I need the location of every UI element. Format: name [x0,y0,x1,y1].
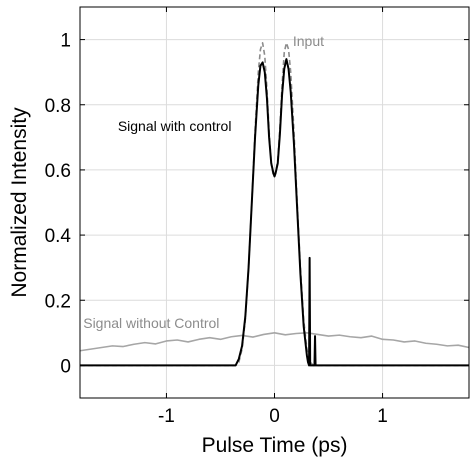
x-axis-label: Pulse Time (ps) [202,434,348,457]
axis-ticks: -1 0 1 0 0.2 0.4 0.6 0.8 1 [45,7,469,427]
annotations: Input Signal with control Signal without C… [83,33,324,331]
grid-lines [80,7,469,398]
annotation-label: Signal without Control [83,315,219,331]
y-tick-label: 0.8 [45,96,71,117]
series-line-signal-with-control [80,58,469,367]
series-lines [79,42,470,367]
y-tick-label: 0.2 [45,291,71,312]
annotation-label: Signal with control [118,118,232,134]
y-tick-label: 0.4 [45,226,72,247]
y-axis-label: Normalized Intensity [8,107,31,298]
y-tick-label: 0 [60,356,71,377]
x-tick-label: 1 [377,406,388,427]
annotation-label: Input [293,33,324,49]
y-tick-label: 1 [60,31,71,52]
y-tick-label: 0.6 [45,161,71,182]
x-tick-label: -1 [158,406,175,427]
series-line-signal-without-control [79,332,470,352]
x-tick-label: 0 [269,406,280,427]
